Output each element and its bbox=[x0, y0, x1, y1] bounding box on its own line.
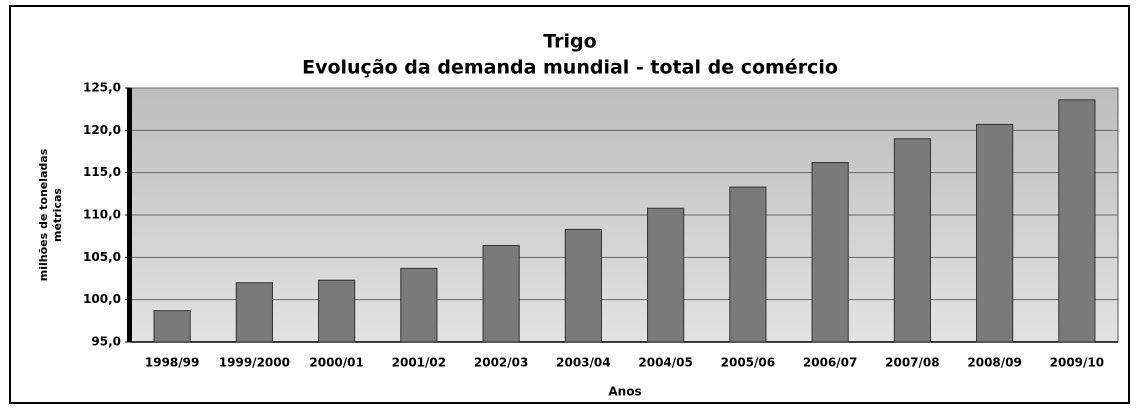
x-tick-label: 1998/99 bbox=[145, 356, 199, 370]
bar bbox=[482, 244, 520, 343]
y-axis-label: métricas bbox=[51, 188, 64, 242]
x-tick-label: 2002/03 bbox=[474, 356, 528, 370]
y-tick-label: 110,0 bbox=[83, 208, 121, 222]
bar bbox=[400, 267, 438, 343]
x-tick-label: 2000/01 bbox=[309, 356, 363, 370]
bar bbox=[893, 138, 931, 343]
bar bbox=[235, 282, 273, 343]
bar bbox=[729, 186, 767, 343]
x-tick-label: 2004/05 bbox=[638, 356, 692, 370]
bar bbox=[153, 310, 191, 343]
x-tick-label: 2008/09 bbox=[967, 356, 1021, 370]
bar bbox=[811, 162, 849, 343]
y-tick-label: 95,0 bbox=[91, 335, 121, 349]
y-tick-label: 115,0 bbox=[83, 165, 121, 179]
x-tick-label: 2001/02 bbox=[392, 356, 446, 370]
y-axis bbox=[127, 88, 132, 342]
x-axis-label: Anos bbox=[608, 385, 641, 399]
bar bbox=[1058, 99, 1096, 343]
y-tick-label: 125,0 bbox=[83, 81, 121, 95]
bar bbox=[647, 207, 685, 343]
chart-subtitle: Evolução da demanda mundial - total de c… bbox=[302, 57, 838, 79]
bar bbox=[564, 228, 602, 343]
chart-title: Trigo bbox=[543, 31, 596, 53]
x-tick-label: 2007/08 bbox=[885, 356, 939, 370]
x-tick-label: 2009/10 bbox=[1050, 356, 1104, 370]
y-tick-label: 120,0 bbox=[83, 123, 121, 137]
bar bbox=[976, 123, 1014, 343]
x-tick-label: 2005/06 bbox=[721, 356, 775, 370]
x-tick-label: 2006/07 bbox=[803, 356, 857, 370]
bar bbox=[318, 279, 356, 343]
y-tick-label: 100,0 bbox=[83, 292, 121, 306]
y-axis-label: milhões de toneladas bbox=[37, 148, 50, 281]
x-tick-label: 1999/2000 bbox=[219, 356, 290, 370]
y-tick-label: 105,0 bbox=[83, 250, 121, 264]
x-tick-label: 2003/04 bbox=[556, 356, 610, 370]
